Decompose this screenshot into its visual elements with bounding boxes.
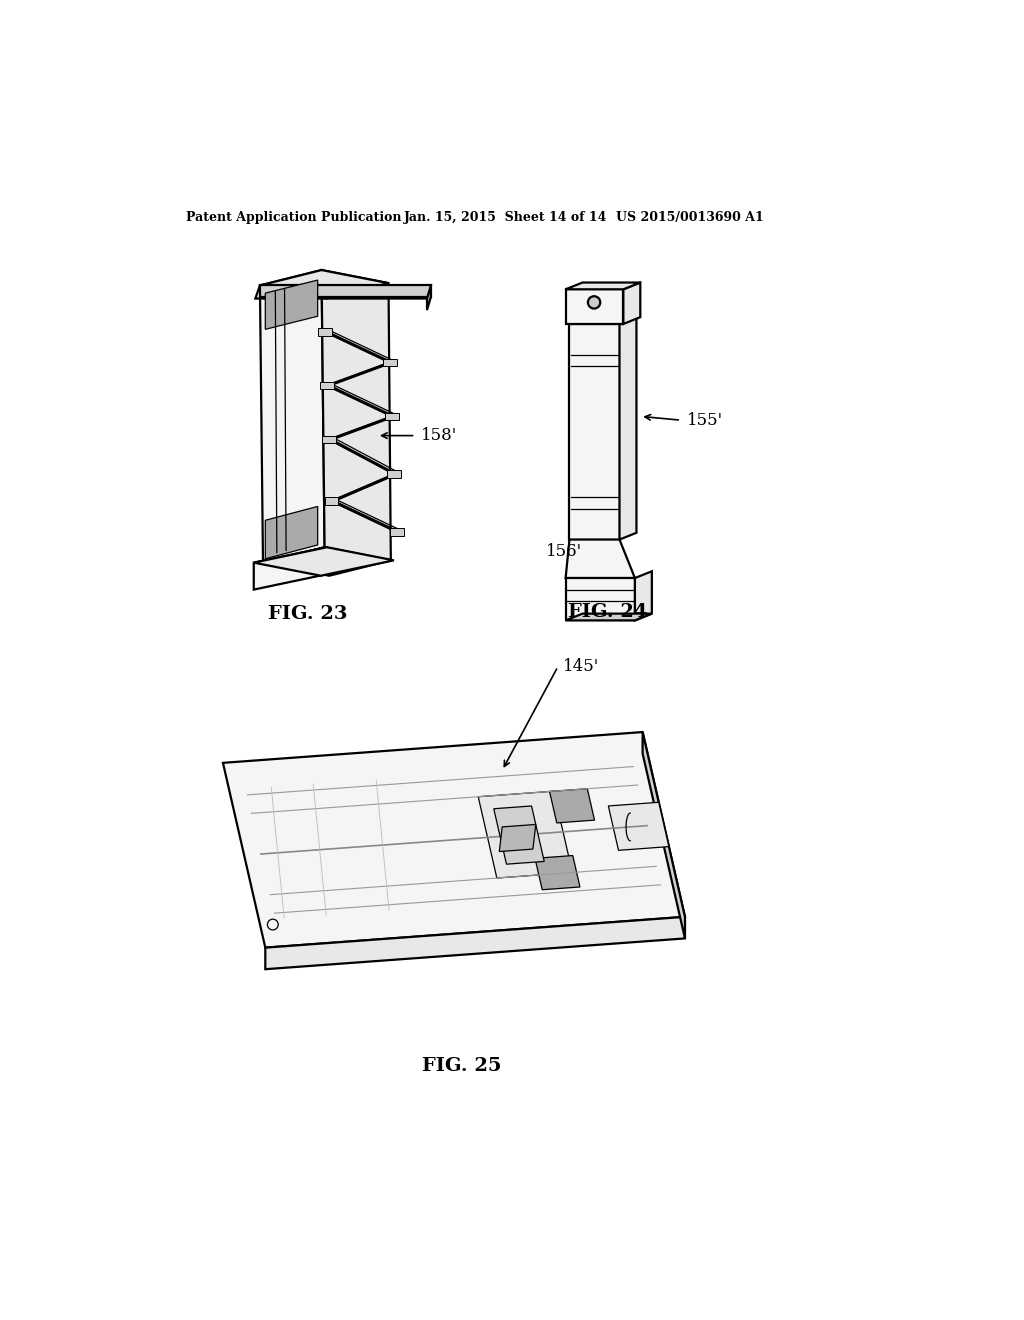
Polygon shape	[322, 271, 391, 561]
Polygon shape	[608, 803, 669, 850]
Text: Patent Application Publication: Patent Application Publication	[186, 211, 401, 224]
Polygon shape	[325, 330, 390, 363]
Polygon shape	[254, 548, 394, 576]
Polygon shape	[565, 282, 640, 289]
Polygon shape	[383, 359, 396, 367]
Text: 158': 158'	[421, 428, 457, 444]
Text: FIG. 25: FIG. 25	[422, 1057, 502, 1074]
Polygon shape	[260, 285, 431, 297]
Circle shape	[588, 296, 600, 309]
Text: FIG. 23: FIG. 23	[268, 605, 347, 623]
Polygon shape	[255, 285, 431, 298]
Polygon shape	[385, 412, 399, 420]
Polygon shape	[635, 572, 652, 620]
Polygon shape	[624, 282, 640, 323]
Polygon shape	[330, 416, 392, 441]
Polygon shape	[478, 791, 572, 878]
Text: 156': 156'	[547, 543, 583, 560]
Polygon shape	[565, 540, 635, 578]
Polygon shape	[494, 807, 544, 865]
Polygon shape	[265, 280, 317, 330]
Text: US 2015/0013690 A1: US 2015/0013690 A1	[615, 211, 764, 224]
Polygon shape	[330, 438, 395, 474]
Polygon shape	[643, 733, 685, 939]
Polygon shape	[317, 327, 332, 335]
Polygon shape	[565, 289, 624, 323]
Polygon shape	[565, 578, 635, 620]
Polygon shape	[265, 917, 685, 969]
Polygon shape	[323, 436, 336, 444]
Polygon shape	[500, 825, 536, 851]
Polygon shape	[223, 733, 685, 948]
Text: 145': 145'	[563, 659, 599, 675]
Polygon shape	[325, 498, 339, 506]
Text: FIG. 24: FIG. 24	[568, 602, 647, 620]
Polygon shape	[260, 271, 325, 562]
Polygon shape	[427, 285, 431, 310]
Polygon shape	[260, 271, 388, 298]
Polygon shape	[332, 500, 397, 532]
Polygon shape	[332, 474, 395, 503]
Polygon shape	[319, 381, 334, 389]
Polygon shape	[254, 548, 327, 590]
Polygon shape	[327, 363, 390, 387]
Polygon shape	[565, 614, 652, 620]
Polygon shape	[265, 507, 317, 558]
Polygon shape	[569, 323, 620, 540]
Text: 155': 155'	[686, 412, 723, 429]
Polygon shape	[390, 528, 403, 536]
Text: Jan. 15, 2015  Sheet 14 of 14: Jan. 15, 2015 Sheet 14 of 14	[403, 211, 607, 224]
Polygon shape	[535, 855, 580, 890]
Polygon shape	[327, 384, 392, 416]
Polygon shape	[620, 317, 637, 540]
Polygon shape	[550, 789, 595, 822]
Polygon shape	[387, 470, 401, 478]
Polygon shape	[263, 548, 391, 576]
